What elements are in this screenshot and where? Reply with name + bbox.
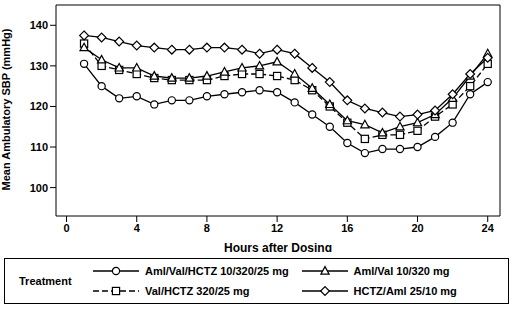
svg-text:8: 8 (204, 222, 210, 234)
svg-text:Hours after Dosing: Hours after Dosing (224, 241, 332, 252)
html-text:Aml/Val 10/320 mg: Aml/Val 10/320 mg (353, 265, 450, 277)
svg-text:0: 0 (63, 222, 69, 234)
svg-text:140: 140 (30, 19, 48, 31)
svg-text:16: 16 (341, 222, 353, 234)
svg-text:110: 110 (30, 141, 48, 153)
html-text:HCTZ/Aml 25/10 mg: HCTZ/Aml 25/10 mg (353, 285, 457, 297)
svg-text:120: 120 (30, 100, 48, 112)
svg-text:Mean Ambulatory SBP (mmHg): Mean Ambulatory SBP (mmHg) (8, 28, 12, 190)
svg-text:20: 20 (411, 222, 423, 234)
svg-text:130: 130 (30, 60, 48, 72)
svg-text:12: 12 (271, 222, 283, 234)
svg-text:24: 24 (482, 222, 495, 234)
html-text:Val/HCTZ 320/25 mg: Val/HCTZ 320/25 mg (145, 285, 250, 297)
html-text:Treatment: Treatment (19, 275, 72, 287)
html-text:Aml/Val/HCTZ 10/320/25 mg: Aml/Val/HCTZ 10/320/25 mg (145, 265, 289, 277)
svg-text:4: 4 (134, 222, 141, 234)
svg-text:100: 100 (30, 182, 48, 194)
